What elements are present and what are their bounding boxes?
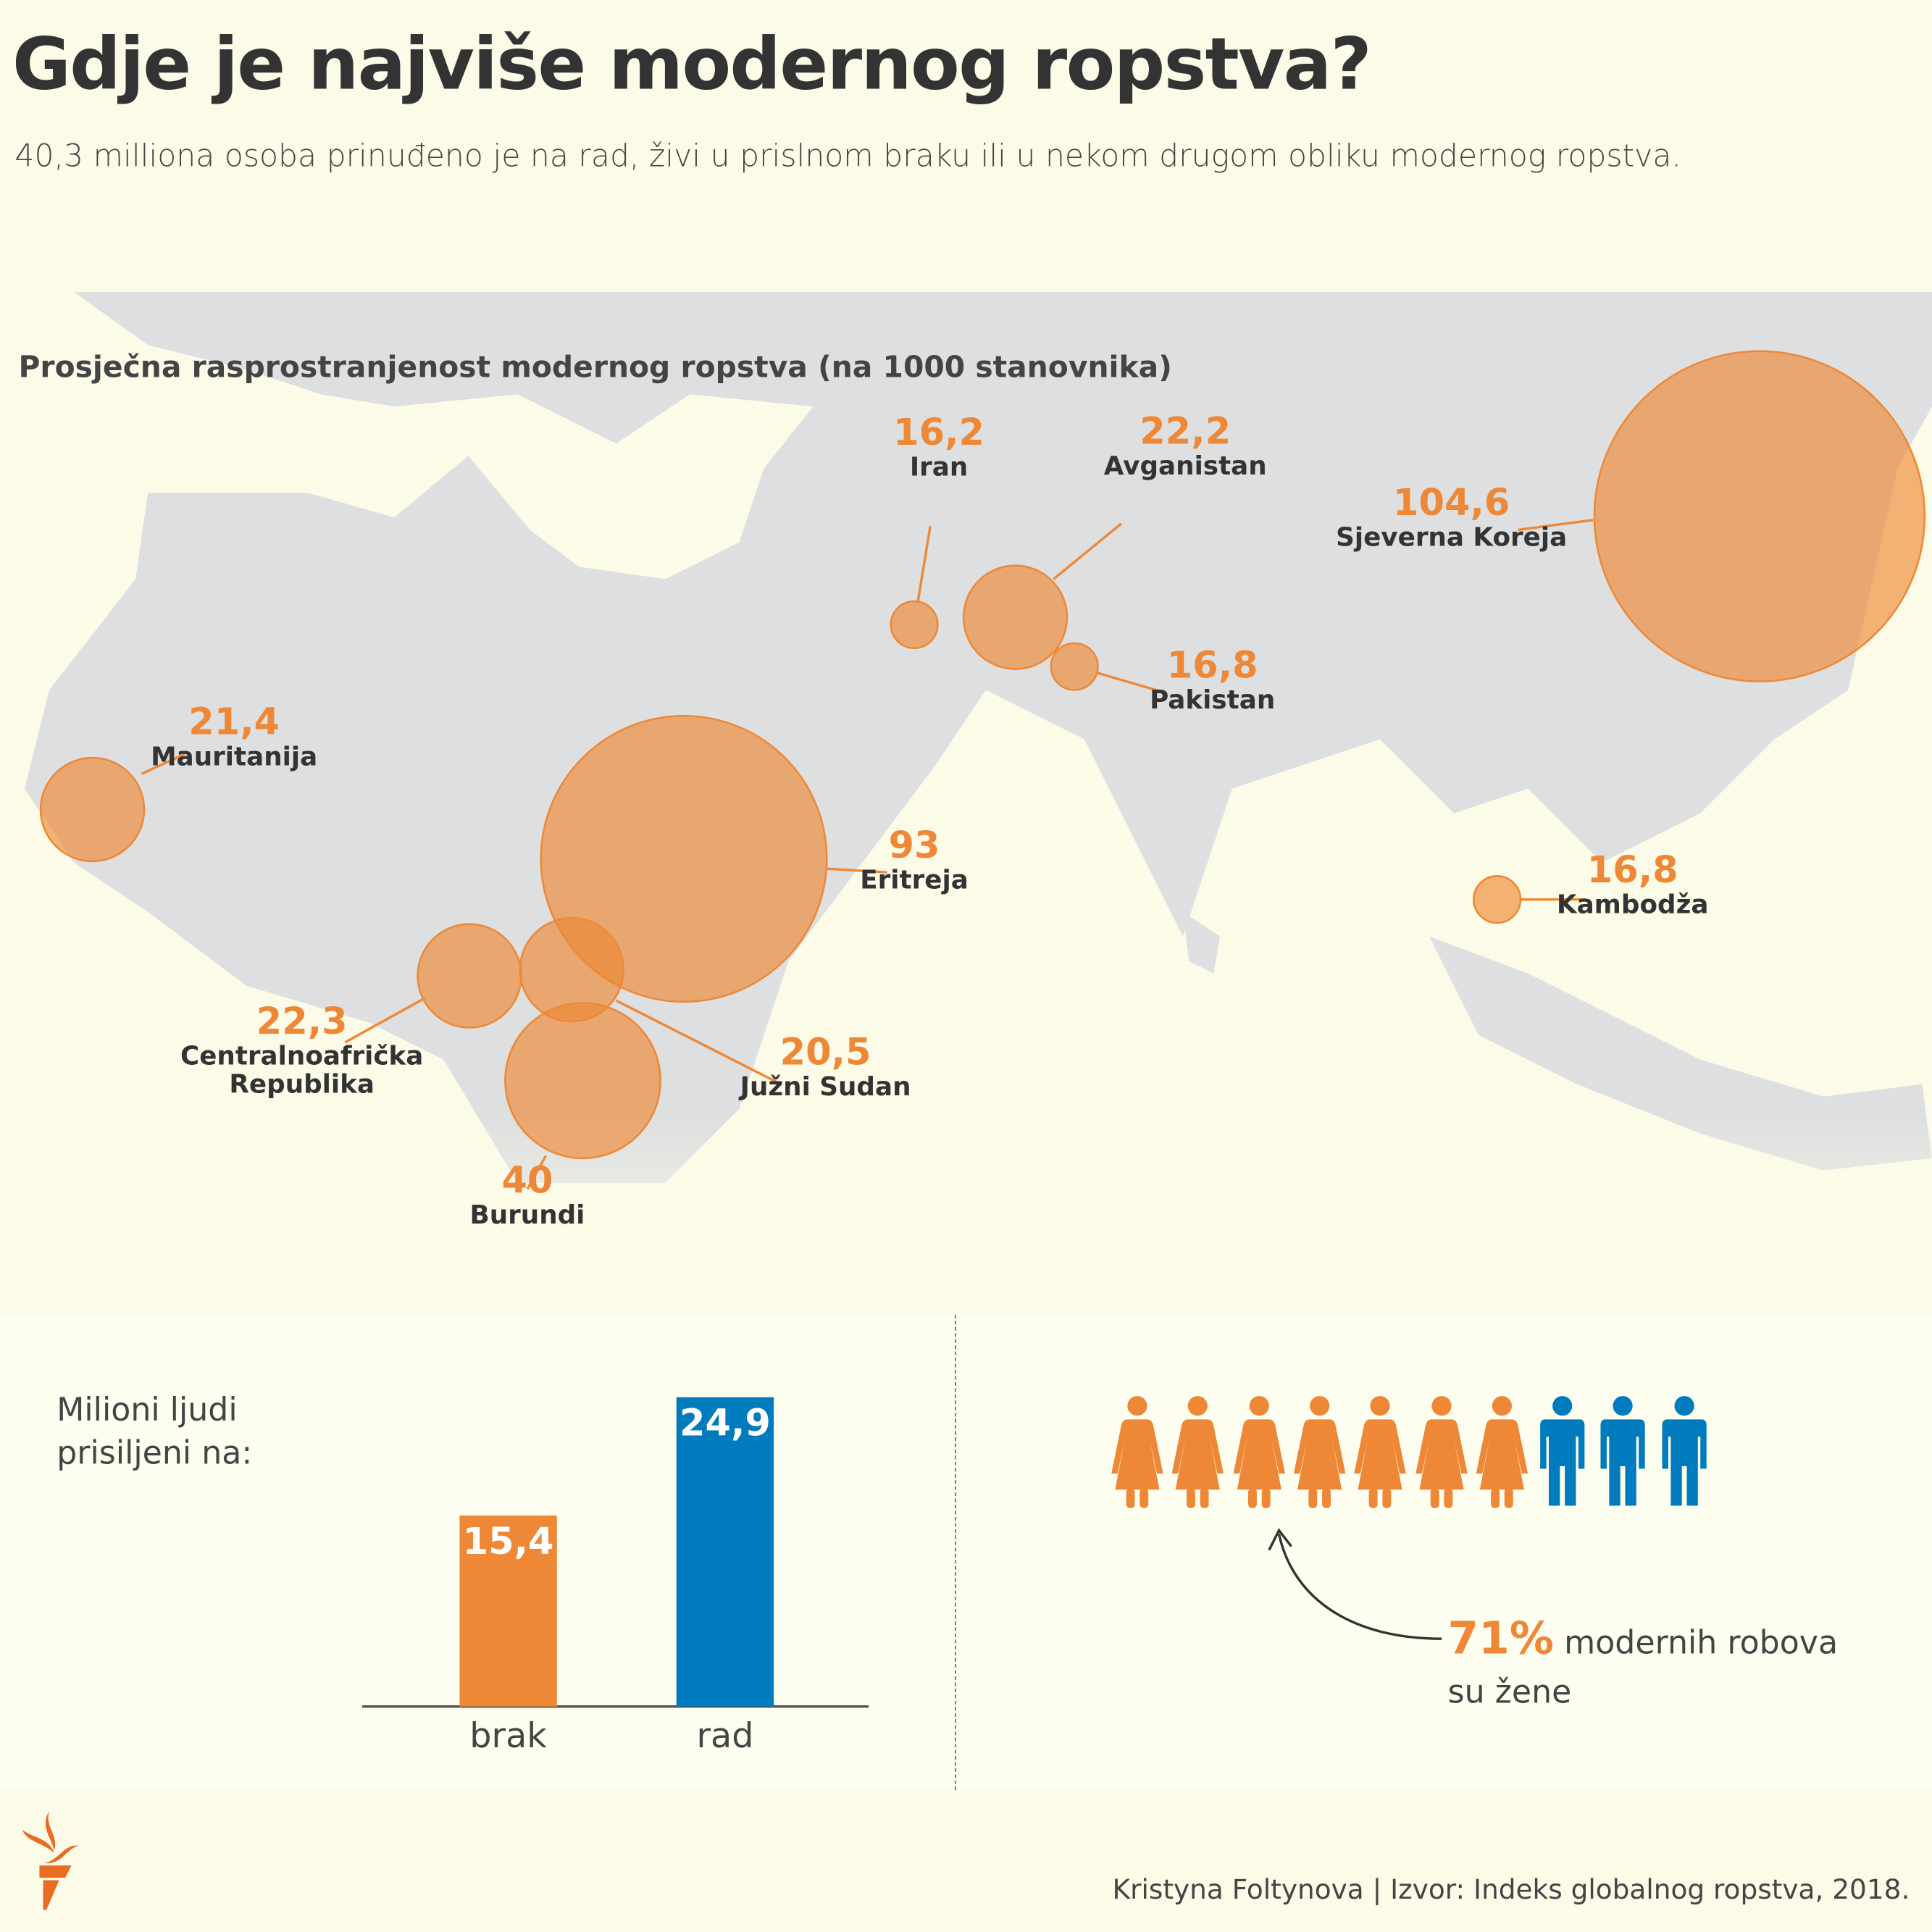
rferl-torch-logo bbox=[22, 1811, 79, 1910]
man-icon bbox=[1601, 1396, 1646, 1506]
leader-line bbox=[1053, 522, 1122, 580]
bubble-label: 21,4 Mauritanija bbox=[74, 703, 394, 771]
woman-icon bbox=[1354, 1396, 1407, 1508]
bubble bbox=[1593, 350, 1926, 682]
bar-chart-title: Milioni ljudi prisiljeni na: bbox=[57, 1392, 253, 1473]
bubble-value: 22,2 bbox=[1139, 410, 1231, 453]
bubble-value: 21,4 bbox=[188, 701, 280, 745]
bubble-value: 16,8 bbox=[1586, 848, 1678, 892]
bar-value-label: 24,9 bbox=[679, 1402, 771, 1446]
leader-line bbox=[1096, 672, 1165, 694]
bubble bbox=[540, 714, 828, 1003]
man-icon bbox=[1661, 1396, 1707, 1506]
bubble-label: 20,5 Južni Sudan bbox=[665, 1032, 985, 1101]
woman-icon bbox=[1415, 1396, 1467, 1508]
bubble-label: 22,2 Avganistan bbox=[1025, 411, 1345, 480]
bubble bbox=[1050, 642, 1099, 691]
bar-baseline bbox=[362, 1705, 869, 1708]
bubble bbox=[890, 600, 939, 649]
woman-icon bbox=[1476, 1396, 1528, 1508]
page-title: Gdje je najviše modernog ropstva? bbox=[12, 22, 1372, 106]
bubble-value: 93 bbox=[888, 824, 940, 868]
bubble-label: 16,8 Kambodža bbox=[1473, 850, 1793, 919]
bubble bbox=[962, 564, 1069, 670]
woman-icon bbox=[1111, 1396, 1163, 1508]
women-stat: 71% modernih robova su žene bbox=[1448, 1609, 1839, 1716]
bar-brak bbox=[459, 1515, 557, 1707]
bubble-value: 16,8 bbox=[1166, 644, 1258, 688]
bubble bbox=[519, 916, 624, 1023]
country-name: Sjeverna Koreja bbox=[1336, 522, 1568, 552]
country-name: Centralnoafrička Republika bbox=[180, 1041, 424, 1100]
map-title: Prosječna rasprostranjenost modernog rop… bbox=[18, 350, 1172, 385]
bar-value-label: 15,4 bbox=[462, 1520, 554, 1564]
country-name: Pakistan bbox=[1150, 685, 1276, 715]
country-name: Burundi bbox=[469, 1200, 585, 1230]
bubble-value: 16,2 bbox=[893, 411, 985, 455]
country-name: Eritreja bbox=[860, 865, 969, 895]
bubble-label: 22,3 Centralnoafrička Republika bbox=[142, 1002, 462, 1100]
country-name: Avganistan bbox=[1103, 451, 1267, 481]
country-name: Iran bbox=[909, 452, 969, 482]
country-name: Mauritanija bbox=[151, 741, 318, 771]
bar-rad bbox=[676, 1397, 774, 1707]
arrow-icon bbox=[1268, 1528, 1442, 1640]
bottom-panel bbox=[0, 1314, 1932, 1791]
country-name: Kambodža bbox=[1556, 890, 1709, 919]
bubble-value: 104,6 bbox=[1392, 482, 1510, 525]
subtitle: 40,3 milliona osoba prinuđeno je na rad,… bbox=[14, 138, 1681, 174]
woman-icon bbox=[1232, 1396, 1285, 1508]
leader-line bbox=[344, 997, 426, 1044]
leader-line bbox=[825, 867, 887, 874]
bar-category-label: brak bbox=[469, 1715, 547, 1756]
bubble-value: 22,3 bbox=[256, 1000, 348, 1044]
woman-icon bbox=[1172, 1396, 1224, 1508]
bubble-value: 20,5 bbox=[779, 1031, 871, 1075]
bubble-label: 40 Burundi bbox=[367, 1161, 687, 1229]
bubble-label: 104,6 Sjeverna Koreja bbox=[1292, 483, 1612, 552]
credit: Kristyna Foltynova | Izvor: Indeks globa… bbox=[1112, 1875, 1910, 1907]
bubble bbox=[504, 1002, 661, 1160]
world-map bbox=[0, 292, 1932, 1315]
bubble-label: 93 Eritreja bbox=[754, 826, 1074, 895]
divider bbox=[955, 1314, 956, 1791]
leader-line bbox=[916, 526, 932, 602]
country-name: Južni Sudan bbox=[740, 1071, 911, 1102]
leader-line bbox=[1518, 519, 1594, 532]
bubble-label: 16,8 Pakistan bbox=[1053, 645, 1373, 714]
bubble bbox=[39, 756, 146, 863]
women-percent: 71% bbox=[1447, 1614, 1555, 1665]
bubble-label: 16,2 Iran bbox=[779, 413, 1099, 482]
women-text2: su žene bbox=[1447, 1675, 1572, 1713]
leader-line bbox=[526, 1155, 547, 1190]
man-icon bbox=[1540, 1396, 1585, 1506]
bubble bbox=[1472, 875, 1522, 924]
bubble-value: 40 bbox=[501, 1159, 553, 1203]
leader-line bbox=[141, 753, 185, 775]
bar-category-label: rad bbox=[696, 1715, 754, 1756]
woman-icon bbox=[1293, 1396, 1346, 1508]
women-text: modernih robova bbox=[1564, 1625, 1839, 1663]
leader-line bbox=[615, 999, 777, 1083]
